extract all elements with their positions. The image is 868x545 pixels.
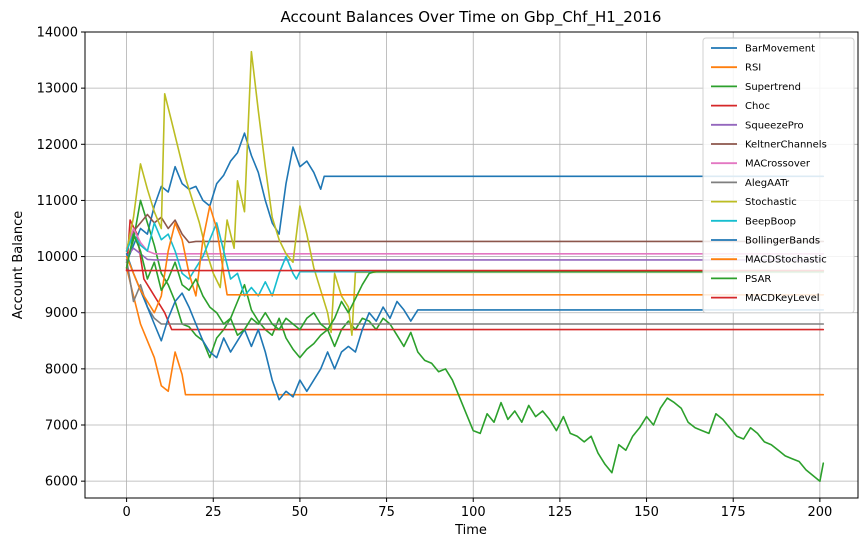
legend-label: KeltnerChannels [745,140,827,151]
x-tick-label: 100 [461,505,486,520]
legend-label: Supertrend [745,82,801,93]
legend-label: MACDKeyLevel [745,293,820,304]
series-line-stochastic [125,50,825,337]
y-tick-label: 10000 [37,250,78,265]
y-axis-ticks: 6000 7000 8000 9000 10000 11000 12000 13000 1400… [37,26,85,490]
y-tick-label: 14000 [37,26,78,41]
legend-label: RSI [745,63,761,74]
legend: BarMovement RSI Supertrend Choc SqueezePro Ke… [702,37,855,314]
x-tick-label: 25 [205,505,222,520]
chart-title: Account Balances Over Time on Gbp_Chf_H1… [281,8,662,27]
legend-label: AlegAATr [745,178,790,189]
y-tick-label: 7000 [45,419,78,434]
y-tick-label: 9000 [45,306,78,321]
x-tick-label: 75 [378,505,395,520]
legend-label: Stochastic [745,197,797,208]
legend-box [702,37,855,314]
y-tick-label: 11000 [37,194,78,209]
legend-label: PSAR [745,274,771,285]
y-tick-label: 6000 [45,475,78,490]
legend-label: MACDStochastic [745,255,827,266]
legend-label: BollingerBands [745,236,820,247]
x-tick-label: 50 [292,505,309,520]
legend-label: BarMovement [745,44,815,55]
series-lines [125,50,825,483]
series-line-macdstochastic [125,205,825,314]
y-axis-label: Account Balance [11,211,26,319]
series-line-barmovement [125,132,825,264]
x-tick-label: 0 [122,505,130,520]
plot-frame [84,31,859,499]
x-tick-label: 125 [547,505,572,520]
series-line-beepboop [125,222,825,297]
legend-label: MACrossover [745,159,811,170]
x-axis-ticks: 0 25 50 75 100 125 150 175 200 [122,498,832,520]
y-tick-label: 8000 [45,362,78,377]
x-tick-label: 150 [634,505,659,520]
legend-label: SqueezePro [745,120,804,131]
y-tick-label: 12000 [37,138,78,153]
y-tick-label: 13000 [37,82,78,97]
series-line-supertrend [125,199,825,483]
series-line-keltnerchannels [125,213,825,252]
series-line-bollingerbands [125,253,825,401]
series-line-psar [125,233,825,337]
x-tick-label: 175 [721,505,746,520]
legend-label: Choc [745,101,770,112]
legend-label: BeepBoop [745,216,796,227]
x-axis-label: Time [454,523,487,538]
series-line-rsi [125,266,825,396]
x-tick-label: 200 [807,505,832,520]
series-line-macrossover [125,227,825,255]
series-line-squeezepro [125,247,825,261]
